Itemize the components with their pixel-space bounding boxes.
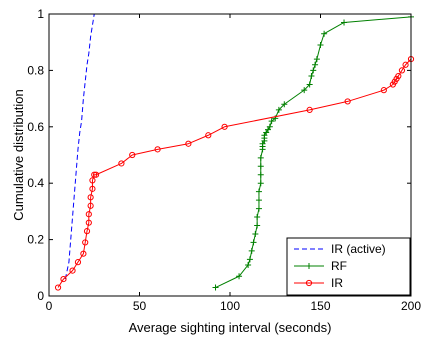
x-tick-label: 150	[310, 299, 330, 313]
data-point	[310, 67, 317, 74]
data-point	[257, 163, 264, 170]
data-point	[154, 146, 161, 153]
data-point	[275, 106, 282, 113]
data-point	[236, 273, 243, 280]
y-tick-label: 1	[37, 7, 44, 21]
series-layer	[54, 13, 415, 291]
data-point	[250, 239, 257, 246]
y-tick-label: 0.4	[27, 176, 44, 190]
data-point	[398, 67, 406, 74]
data-point	[341, 19, 348, 26]
data-point	[248, 247, 255, 254]
data-point	[255, 188, 262, 195]
data-point	[252, 230, 259, 237]
x-axis-label: Average sighting interval (seconds)	[129, 320, 332, 335]
data-point	[402, 61, 409, 68]
data-point	[205, 132, 212, 139]
data-point	[255, 197, 262, 204]
data-point	[301, 87, 308, 94]
data-point	[89, 185, 96, 192]
axes-layer: 0 50 100 150 200 0 0.2 0.4 0.6 0.8 1	[27, 7, 421, 313]
legend-marker	[305, 279, 313, 287]
y-tick-label: 0.8	[27, 63, 44, 77]
data-point	[54, 284, 62, 291]
series-0	[64, 13, 95, 280]
legend-label: RF	[331, 259, 347, 273]
data-point	[344, 98, 351, 105]
legend-label: IR (active)	[331, 242, 386, 256]
data-point	[221, 123, 228, 130]
data-point	[69, 267, 76, 274]
y-tick-label: 0.2	[27, 233, 44, 247]
series-1	[212, 13, 414, 291]
series-line	[57, 58, 412, 288]
x-tick-label: 200	[401, 299, 421, 313]
data-point	[266, 123, 273, 130]
data-point	[254, 222, 261, 229]
x-tick-label: 0	[46, 299, 53, 313]
data-point	[129, 151, 136, 159]
data-point	[74, 259, 82, 266]
y-tick-label: 0.6	[27, 120, 44, 134]
data-point	[118, 160, 125, 167]
data-point	[321, 30, 328, 37]
data-point	[212, 284, 219, 291]
y-axis-label: Cumulative distribution	[11, 89, 26, 221]
data-point	[306, 81, 313, 88]
legend-label: IR	[331, 276, 343, 290]
series-line	[64, 13, 95, 280]
data-point	[257, 154, 264, 161]
data-point	[80, 250, 87, 257]
legend-item-1: RF	[294, 259, 347, 273]
data-point	[306, 106, 313, 113]
data-point	[317, 42, 324, 49]
data-point	[308, 73, 315, 80]
x-tick-label: 100	[220, 299, 240, 313]
data-point	[92, 171, 100, 178]
y-tick-label: 0	[37, 289, 44, 303]
legend-marker	[306, 263, 312, 269]
data-point	[255, 205, 262, 212]
data-point	[91, 171, 98, 178]
data-point	[185, 140, 192, 147]
data-point	[60, 275, 67, 283]
series-2	[54, 56, 415, 291]
data-point	[281, 101, 288, 108]
data-point	[257, 180, 264, 187]
data-point	[395, 72, 402, 80]
legend: IR (active) RF IR	[286, 237, 411, 296]
legend-item-0: IR (active)	[294, 242, 386, 256]
data-point	[313, 56, 320, 63]
data-point	[246, 256, 253, 263]
data-point	[82, 239, 89, 246]
data-point	[89, 177, 96, 184]
data-point	[83, 228, 91, 235]
data-point	[87, 194, 94, 201]
data-point	[87, 202, 94, 209]
data-point	[312, 61, 319, 68]
data-point	[380, 87, 387, 94]
data-point	[85, 219, 92, 226]
data-point	[257, 171, 264, 178]
data-point	[85, 211, 92, 218]
data-point	[254, 214, 261, 221]
data-point	[245, 261, 252, 268]
data-point	[268, 118, 275, 125]
x-tick-label: 50	[133, 299, 147, 313]
legend-item-2: IR	[294, 276, 343, 290]
